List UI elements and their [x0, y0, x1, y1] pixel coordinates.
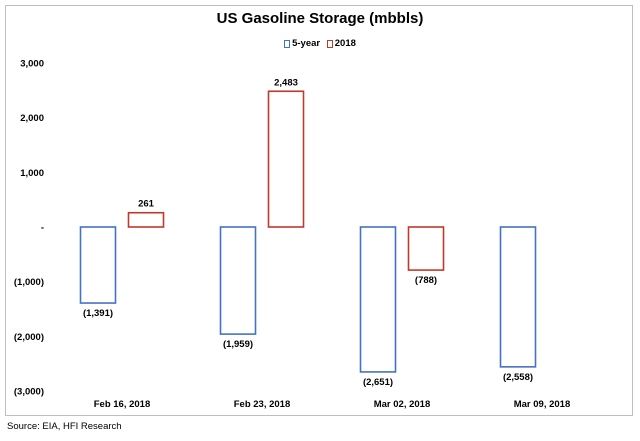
data-label: (2,558)	[503, 372, 533, 383]
x-tick-label: Mar 09, 2018	[514, 399, 571, 410]
y-tick-label: (2,000)	[14, 332, 44, 343]
bar-5-year	[359, 226, 397, 373]
x-tick-label: Feb 16, 2018	[94, 399, 151, 410]
legend-label-5-year: 5-year	[292, 38, 321, 49]
data-label: 261	[138, 199, 155, 210]
legend-item-2018: 2018	[326, 38, 356, 49]
bar-5-year	[79, 226, 117, 304]
legend-item-5-year: 5-year	[284, 38, 320, 49]
y-tick-label: 3,000	[20, 59, 44, 70]
legend-swatch-2018	[326, 39, 333, 48]
bar-5-year	[219, 226, 257, 335]
legend-label-2018: 2018	[334, 38, 356, 49]
y-tick-label: -	[41, 223, 44, 234]
bar-2018	[407, 226, 445, 271]
data-label: (788)	[415, 275, 437, 286]
legend: 5-year 2018	[0, 38, 640, 51]
data-label: 2,483	[274, 77, 298, 88]
x-tick-label: Feb 23, 2018	[234, 399, 291, 410]
bar-2018	[127, 211, 165, 228]
legend-swatch-5-year	[284, 39, 291, 48]
y-tick-label: (3,000)	[14, 387, 44, 398]
y-tick-label: 2,000	[20, 113, 44, 124]
chart-title: US Gasoline Storage (mbbls)	[216, 10, 424, 27]
bar-2018	[267, 90, 305, 228]
data-label: (1,959)	[223, 339, 253, 350]
data-label: (1,391)	[83, 308, 113, 319]
y-tick-label: 1,000	[20, 168, 44, 179]
x-tick-label: Mar 02, 2018	[374, 399, 431, 410]
bar-5-year	[499, 226, 537, 368]
data-label: (2,651)	[363, 377, 393, 388]
y-tick-label: (1,000)	[14, 277, 44, 288]
source-note: Source: EIA, HFI Research	[7, 421, 122, 432]
